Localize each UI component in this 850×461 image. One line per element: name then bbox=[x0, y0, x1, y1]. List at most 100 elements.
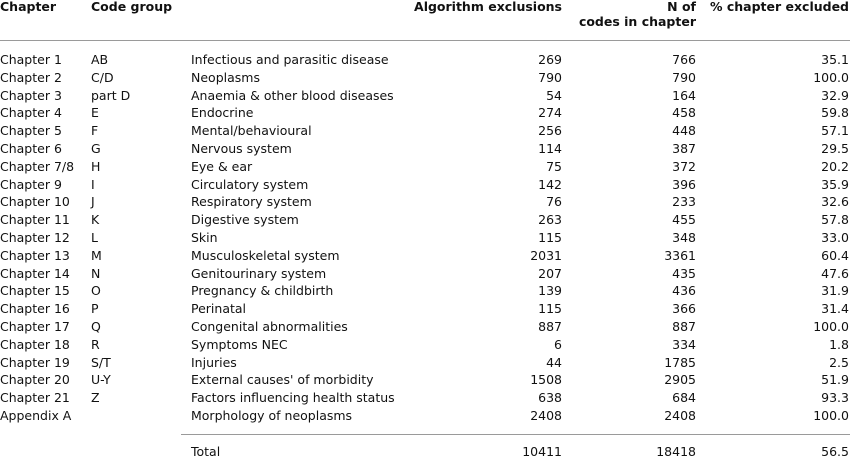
cell-pct-excluded: 31.4 bbox=[821, 301, 849, 317]
cell-chapter: Chapter 17 bbox=[0, 318, 70, 334]
cell-n-codes: 684 bbox=[672, 390, 696, 406]
cell-n-codes: 348 bbox=[672, 229, 696, 245]
cell-code-group: K bbox=[91, 212, 100, 228]
cell-pct-excluded: 1.8 bbox=[829, 336, 849, 352]
cell-n-codes: 3361 bbox=[664, 247, 696, 263]
cell-chapter: Chapter 1 bbox=[0, 52, 62, 67]
table-row: Chapter 1 AB Infectious and parasitic dise… bbox=[0, 51, 850, 69]
cell-code-group: F bbox=[91, 123, 99, 139]
total-row: Total 10411 18418 56.5 bbox=[0, 443, 850, 461]
cell-description: Digestive system bbox=[191, 212, 299, 228]
table-row: Chapter 5 F Mental/behavioural 256 448 57.1 bbox=[0, 122, 850, 140]
cell-chapter: Chapter 4 bbox=[0, 105, 62, 121]
cell-algorithm-exclusions: 2408 bbox=[530, 407, 562, 423]
cell-pct-excluded: 93.3 bbox=[821, 390, 849, 406]
cell-code-group: G bbox=[91, 140, 101, 156]
cell-algorithm-exclusions: 274 bbox=[538, 105, 562, 121]
cell-algorithm-exclusions: 54 bbox=[546, 87, 562, 103]
cell-n-codes: 387 bbox=[672, 140, 696, 156]
table-row: Chapter 16 P Perinatal 115 366 31.4 bbox=[0, 300, 850, 318]
cell-code-group: R bbox=[91, 336, 100, 352]
table-row: Chapter 2 C/D Neoplasms 790 790 100.0 bbox=[0, 69, 850, 87]
table-body: Chapter 1 AB Infectious and parasitic dise… bbox=[0, 51, 850, 425]
cell-description: Mental/behavioural bbox=[191, 123, 312, 139]
header-algorithm-exclusions: Algorithm exclusions bbox=[414, 0, 562, 14]
cell-description: External causes' of morbidity bbox=[191, 372, 374, 388]
cell-code-group: E bbox=[91, 105, 99, 121]
cell-algorithm-exclusions: 207 bbox=[538, 265, 562, 281]
cell-chapter: Chapter 13 bbox=[0, 247, 70, 263]
cell-pct-excluded: 47.6 bbox=[821, 265, 849, 281]
cell-chapter: Chapter 9 bbox=[0, 176, 62, 192]
cell-description: Infectious and parasitic disease bbox=[191, 52, 389, 67]
cell-description: Musculoskeletal system bbox=[191, 247, 340, 263]
table-row: Chapter 4 E Endocrine 274 458 59.8 bbox=[0, 104, 850, 122]
table-row: Chapter 14 N Genitourinary system 207 435 47.… bbox=[0, 265, 850, 283]
cell-n-codes: 233 bbox=[672, 194, 696, 210]
cell-description: Genitourinary system bbox=[191, 265, 327, 281]
cell-algorithm-exclusions: 115 bbox=[538, 229, 562, 245]
table-row: Appendix A Morphology of neoplasms 2408 240… bbox=[0, 407, 850, 425]
cell-code-group: H bbox=[91, 158, 101, 174]
cell-chapter: Chapter 6 bbox=[0, 140, 62, 156]
cell-algorithm-exclusions: 790 bbox=[538, 69, 562, 85]
cell-code-group: N bbox=[91, 265, 101, 281]
cell-algorithm-exclusions: 269 bbox=[538, 52, 562, 67]
cell-n-codes: 435 bbox=[672, 265, 696, 281]
cell-code-group: Z bbox=[91, 390, 100, 406]
cell-chapter: Chapter 18 bbox=[0, 336, 70, 352]
cell-n-codes: 448 bbox=[672, 123, 696, 139]
cell-pct-excluded: 60.4 bbox=[821, 247, 849, 263]
cell-chapter: Chapter 10 bbox=[0, 194, 70, 210]
cell-description: Factors influencing health status bbox=[191, 390, 395, 406]
table-row: Chapter 3 part D Anaemia & other blood dis… bbox=[0, 87, 850, 105]
cell-description: Circulatory system bbox=[191, 176, 309, 192]
cell-n-codes: 790 bbox=[672, 69, 696, 85]
table-row: Chapter 7/8 H Eye & ear 75 372 20.2 bbox=[0, 158, 850, 176]
cell-description: Symptoms NEC bbox=[191, 336, 288, 352]
cell-code-group: I bbox=[91, 176, 95, 192]
cell-algorithm-exclusions: 75 bbox=[546, 158, 562, 174]
table-row: Chapter 9 I Circulatory system 142 396 35.9 bbox=[0, 176, 850, 194]
cell-pct-excluded: 57.8 bbox=[821, 212, 849, 228]
cell-pct-excluded: 31.9 bbox=[821, 283, 849, 299]
cell-description: Skin bbox=[191, 229, 218, 245]
cell-chapter: Appendix A bbox=[0, 407, 72, 423]
cell-algorithm-exclusions: 6 bbox=[554, 336, 562, 352]
table-row: Chapter 17 Q Congenital abnormalities 887 88… bbox=[0, 318, 850, 336]
cell-code-group: part D bbox=[91, 87, 131, 103]
total-label: Total bbox=[191, 444, 221, 459]
cell-n-codes: 887 bbox=[672, 318, 696, 334]
cell-pct-excluded: 100.0 bbox=[813, 69, 849, 85]
total-n-codes: 18418 bbox=[656, 444, 696, 459]
cell-algorithm-exclusions: 256 bbox=[538, 123, 562, 139]
cell-pct-excluded: 57.1 bbox=[821, 123, 849, 139]
cell-algorithm-exclusions: 2031 bbox=[530, 247, 562, 263]
cell-chapter: Chapter 15 bbox=[0, 283, 70, 299]
cell-n-codes: 1785 bbox=[664, 354, 696, 370]
table-row: Chapter 21 Z Factors influencing health st… bbox=[0, 389, 850, 407]
cell-n-codes: 396 bbox=[672, 176, 696, 192]
table-row: Chapter 6 G Nervous system 114 387 29.5 bbox=[0, 140, 850, 158]
cell-code-group: S/T bbox=[91, 354, 111, 370]
table-row: Chapter 11 K Digestive system 263 455 57.8 bbox=[0, 211, 850, 229]
cell-code-group: U-Y bbox=[91, 372, 111, 388]
header-pct-excluded: % chapter excluded bbox=[709, 0, 849, 14]
cell-chapter: Chapter 11 bbox=[0, 212, 70, 228]
cell-n-codes: 334 bbox=[672, 336, 696, 352]
table-row: Chapter 19 S/T Injuries 44 1785 2.5 bbox=[0, 354, 850, 372]
header-rule bbox=[0, 40, 850, 41]
cell-description: Pregnancy & childbirth bbox=[191, 283, 334, 299]
cell-description: Endocrine bbox=[191, 105, 254, 121]
cell-pct-excluded: 29.5 bbox=[821, 140, 849, 156]
cell-description: Congenital abnormalities bbox=[191, 318, 348, 334]
cell-chapter: Chapter 20 bbox=[0, 372, 70, 388]
cell-pct-excluded: 35.9 bbox=[821, 176, 849, 192]
cell-chapter: Chapter 21 bbox=[0, 390, 70, 406]
header-code-group: Code group bbox=[91, 0, 173, 14]
cell-description: Anaemia & other blood diseases bbox=[191, 87, 394, 103]
table-row: Chapter 18 R Symptoms NEC 6 334 1.8 bbox=[0, 336, 850, 354]
cell-algorithm-exclusions: 142 bbox=[538, 176, 562, 192]
cell-code-group: C/D bbox=[91, 69, 114, 85]
cell-n-codes: 372 bbox=[672, 158, 696, 174]
